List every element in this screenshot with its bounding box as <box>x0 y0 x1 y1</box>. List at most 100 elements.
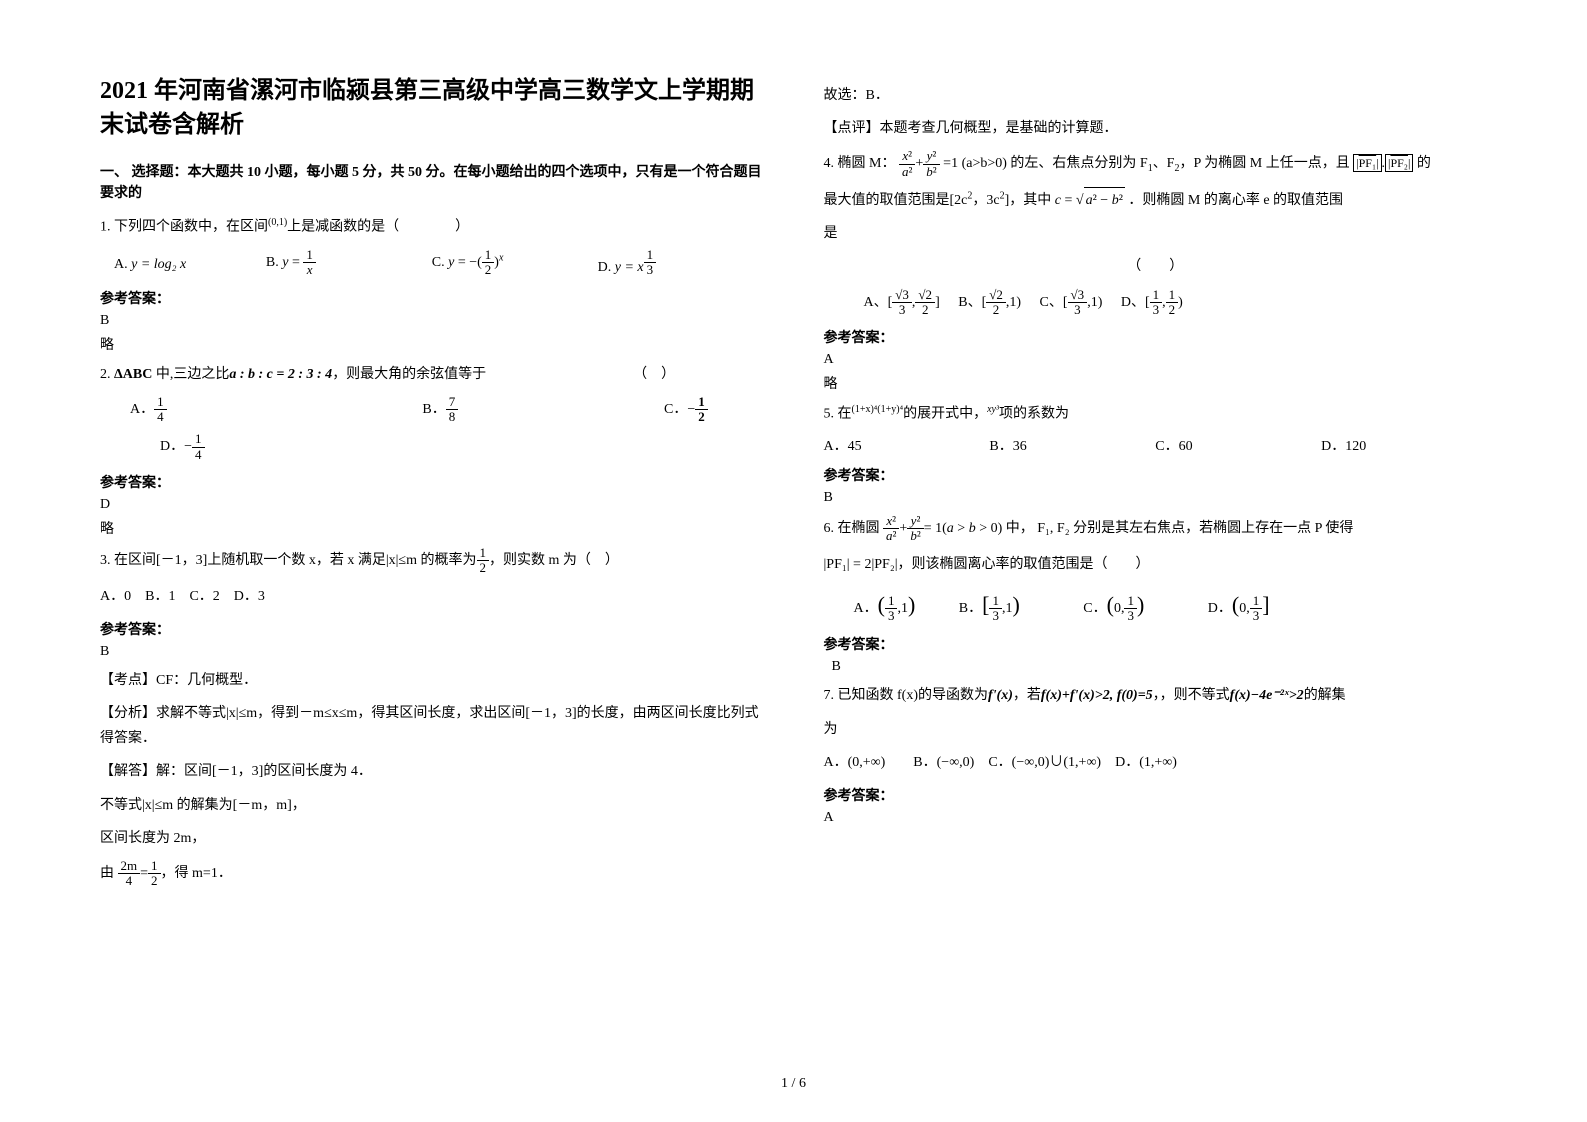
q1-stem-suffix: 上是减函数的是（ ） <box>287 220 469 235</box>
q7-b: ，若 <box>1013 688 1041 703</box>
q6-optC: C．(0,13) <box>1083 601 1144 616</box>
q5-d: xy³ <box>987 404 999 415</box>
right-top-1: 故选：B． <box>824 83 1488 108</box>
q2-optB: B．78 <box>422 395 458 425</box>
q2-options-2: D．−14 <box>100 432 764 462</box>
q4-p2c: ]，其中 <box>1005 193 1052 208</box>
q4-answer: A <box>824 352 1488 368</box>
q5-options: A．45 B．36 C．60 D．120 <box>824 435 1488 455</box>
q6-a: 6. 在椭圆 <box>824 521 880 536</box>
q4-p1b: =1 (a>b>0) 的左、右焦点分别为 F <box>943 156 1148 171</box>
q3-p6-prefix: 由 <box>100 866 114 881</box>
q1-optC: C. y = −(12)x <box>432 248 598 278</box>
q1-answer-label: 参考答案： <box>100 288 764 308</box>
q4-p1c: 、F <box>1153 156 1175 171</box>
q2-answer: D <box>100 497 764 513</box>
q5-answer: B <box>824 490 1488 506</box>
q4-note: 略 <box>824 373 1488 393</box>
q5-c: 的展开式中， <box>903 407 987 422</box>
q7-opts: A．(0,+∞) B．(−∞,0) C．(−∞,0)∪(1,+∞) D．(1,+… <box>824 750 1488 775</box>
q3-p5: 区间长度为 2m， <box>100 826 764 851</box>
document-title: 2021 年河南省漯河市临颍县第三高级中学高三数学文上学期期末试卷含解析 <box>100 75 764 142</box>
q6-b: 中， <box>1006 521 1034 536</box>
q3-p6: 由 2m4=12，得 m=1． <box>100 859 764 889</box>
q2-suffix: ，则最大角的余弦值等于 （ ） <box>332 367 675 382</box>
q3-part1: 3. 在区间[－1，3]上随机取一个数 x，若 x 满足|x|≤m 的概率为 <box>100 553 477 568</box>
q6-e: |PF₁| = 2|PF₂| <box>824 557 898 572</box>
q2-note: 略 <box>100 518 764 538</box>
q5-answer-label: 参考答案： <box>824 465 1488 485</box>
q4-p2a: 最大值的取值范围是[2c <box>824 193 968 208</box>
q6-stem-line2: |PF₁| = 2|PF₂|，则该椭圆离心率的取值范围是（ ） <box>824 552 1488 577</box>
q3-answer: B <box>100 644 764 660</box>
q6-options: A．(13,1) B．[13,1) C．(0,13) D．(0,13] <box>824 585 1488 625</box>
q7-d: 的解集 <box>1304 688 1346 703</box>
q4-stem-line3: 是 <box>824 221 1488 246</box>
section-1-header: 一、 选择题：本大题共 10 小题，每小题 5 分，共 50 分。在每小题给出的… <box>100 162 764 204</box>
q2-mid: 中,三边之比 <box>156 367 230 382</box>
q1-note: 略 <box>100 334 764 354</box>
q2-triangle: ΔABC <box>114 367 152 382</box>
q6-f: ，则该椭圆离心率的取值范围是（ ） <box>898 557 1150 572</box>
q2-optA: A．14 <box>130 395 167 425</box>
q6-d: 分别是其左右焦点，若椭圆上存在一点 P 使得 <box>1073 521 1353 536</box>
q5-optC: C．60 <box>1155 435 1321 455</box>
q1-stem: 1. 下列四个函数中，在区间(0,1)上是减函数的是（ ） <box>100 214 764 240</box>
q7-cond1: f(x)+f'(x)>2, f(0)=5 <box>1041 688 1153 703</box>
q7-c: ，，则不等式 <box>1153 688 1230 703</box>
q3-answer-label: 参考答案： <box>100 619 764 639</box>
q4-p1e: 的 <box>1417 156 1431 171</box>
q3-p3: 【解答】解：区间[－1，3]的区间长度为 4． <box>100 759 764 784</box>
q2-answer-label: 参考答案： <box>100 472 764 492</box>
page-number: 1 / 6 <box>781 1076 806 1092</box>
q3-p6-suffix: ，得 m=1． <box>161 866 232 881</box>
q3-opts: A．0 B．1 C．2 D．3 <box>100 584 764 609</box>
q7-answer-label: 参考答案： <box>824 785 1488 805</box>
q5-e: 项的系数为 <box>999 407 1069 422</box>
q4-options: A、[√33,√22] B、[√22,1) C、[√33,1) D、[13,12… <box>824 288 1488 318</box>
q2-optC: C．−12 <box>664 395 708 425</box>
q5-b: (1+x)⁴(1+y)⁴ <box>852 404 904 415</box>
q1-stem-prefix: 1. 下列四个函数中，在区间 <box>100 220 268 235</box>
q3-stem: 3. 在区间[－1，3]上随机取一个数 x，若 x 满足|x|≤m 的概率为12… <box>100 546 764 576</box>
q5-optD: D．120 <box>1321 435 1487 455</box>
q1-optA: A. y = log₂ x <box>100 253 266 273</box>
q4-p1a: 4. 椭圆 M： <box>824 156 896 171</box>
q2-prefix: 2. <box>100 367 114 382</box>
q5-a: 5. 在 <box>824 407 852 422</box>
q1-answer: B <box>100 313 764 329</box>
q6-c: F₁, F₂ <box>1037 521 1069 536</box>
q2-ratio: a : b : c = 2 : 3 : 4 <box>229 367 332 382</box>
q3-p4: 不等式|x|≤m 的解集为[－m，m]， <box>100 793 764 818</box>
q7-fx1: f'(x) <box>988 688 1013 703</box>
q4-p1d: ，P 为椭圆 M 上任一点，且 <box>1179 156 1349 171</box>
q3-part2: ，则实数 m 为（ ） <box>489 553 619 568</box>
q5-optA: A．45 <box>824 435 990 455</box>
q6-answer: B <box>832 659 1488 675</box>
q2-options-1: A．14 B．78 C．−12 <box>100 395 764 425</box>
q3-p2: 【分析】求解不等式|x|≤m，得到－m≤x≤m，得其区间长度，求出区间[－1，3… <box>100 701 764 751</box>
q4-optB: B、[√22,1) <box>958 295 1021 310</box>
q4-optC: C、[√33,1) <box>1040 295 1103 310</box>
q6-optA: A．(13,1) <box>854 601 916 616</box>
q6-answer-label: 参考答案： <box>824 634 1488 654</box>
q4-p2b: ，3c <box>972 193 999 208</box>
q3-p1: 【考点】CF：几何概型． <box>100 668 764 693</box>
q4-stem-line1: 4. 椭圆 M： x²a²+y²b² =1 (a>b>0) 的左、右焦点分别为 … <box>824 149 1488 179</box>
q6-stem-line1: 6. 在椭圆 x²a²+y²b²= 1(a > b > 0) 中， F₁, F₂… <box>824 514 1488 544</box>
q2-optD: D．−14 <box>160 439 205 454</box>
q5-stem: 5. 在(1+x)⁴(1+y)⁴的展开式中，xy³项的系数为 <box>824 401 1488 427</box>
q2-stem: 2. ΔABC 中,三边之比a : b : c = 2 : 3 : 4，则最大角… <box>100 362 764 387</box>
q1-optD: D. y = x13 <box>598 248 764 278</box>
q1-optB: B. y = 1x <box>266 248 432 278</box>
right-top-2: 【点评】本题考查几何概型，是基础的计算题． <box>824 116 1488 141</box>
q4-answer-label: 参考答案： <box>824 327 1488 347</box>
q7-answer: A <box>824 810 1488 826</box>
q1-interval: (0,1) <box>268 217 287 228</box>
q7-a: 7. 已知函数 f(x)的导函数为 <box>824 688 989 703</box>
q6-optB: B．[13,1) <box>959 601 1020 616</box>
q7-stem-line1: 7. 已知函数 f(x)的导函数为f'(x)，若f(x)+f'(x)>2, f(… <box>824 683 1488 708</box>
q7-stem-line2: 为 <box>824 717 1488 742</box>
q4-paren: （ ） <box>824 254 1488 279</box>
right-column: 故选：B． 【点评】本题考查几何概型，是基础的计算题． 4. 椭圆 M： x²a… <box>824 75 1488 897</box>
